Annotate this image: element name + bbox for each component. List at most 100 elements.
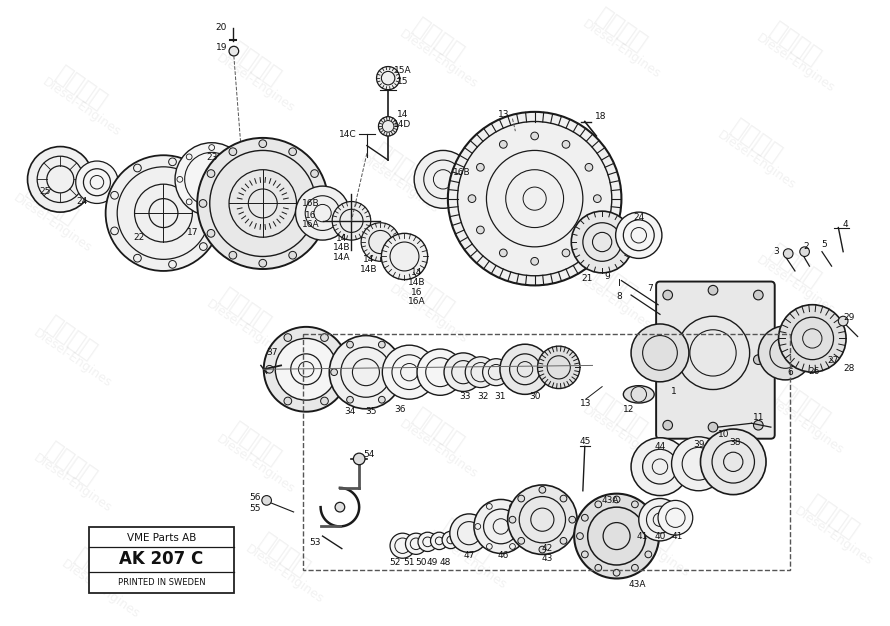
Circle shape: [779, 305, 846, 372]
Text: 13: 13: [498, 110, 510, 120]
Circle shape: [708, 285, 718, 295]
Text: 紫发动力: 紫发动力: [22, 177, 83, 230]
Circle shape: [263, 327, 349, 412]
Text: 7: 7: [647, 284, 653, 293]
Text: 紫发动力: 紫发动力: [553, 120, 613, 172]
Circle shape: [378, 396, 385, 403]
Circle shape: [319, 200, 327, 207]
Circle shape: [394, 369, 401, 376]
Text: 19: 19: [215, 43, 227, 52]
Text: 紫发动力: 紫发动力: [215, 284, 275, 336]
Circle shape: [346, 396, 353, 403]
Text: 紫发动力: 紫发动力: [42, 312, 101, 364]
Text: 8: 8: [617, 292, 622, 300]
Text: Diesel-Engines: Diesel-Engines: [30, 451, 114, 515]
Circle shape: [414, 150, 472, 208]
Text: Diesel-Engines: Diesel-Engines: [40, 75, 123, 139]
Circle shape: [259, 259, 267, 267]
Text: 31: 31: [494, 392, 506, 401]
Circle shape: [754, 421, 763, 430]
Text: 4: 4: [842, 220, 848, 229]
Circle shape: [507, 485, 577, 555]
Circle shape: [499, 140, 507, 148]
Circle shape: [594, 195, 601, 202]
Text: 14B: 14B: [360, 265, 377, 274]
Text: 38: 38: [730, 438, 741, 447]
Circle shape: [265, 366, 273, 373]
Text: 16B: 16B: [452, 168, 470, 177]
Circle shape: [331, 369, 337, 376]
Circle shape: [708, 423, 718, 432]
Circle shape: [658, 500, 692, 535]
Circle shape: [332, 202, 371, 240]
Text: 20: 20: [215, 24, 227, 33]
Circle shape: [106, 155, 222, 271]
Text: 14C: 14C: [339, 130, 356, 138]
Circle shape: [663, 421, 673, 430]
Circle shape: [284, 397, 292, 405]
Circle shape: [431, 532, 448, 550]
Circle shape: [353, 453, 365, 464]
Circle shape: [539, 486, 546, 493]
Circle shape: [613, 496, 620, 503]
Text: 16: 16: [411, 288, 423, 297]
Circle shape: [538, 346, 580, 389]
Text: 13: 13: [580, 399, 592, 409]
Text: Diesel-Engines: Diesel-Engines: [387, 282, 470, 346]
Circle shape: [449, 514, 489, 553]
Circle shape: [616, 212, 662, 259]
Text: 6: 6: [788, 367, 793, 377]
Text: 14A: 14A: [333, 253, 351, 262]
Circle shape: [476, 163, 484, 171]
Circle shape: [562, 249, 570, 257]
Text: 17: 17: [187, 228, 198, 237]
Circle shape: [577, 533, 583, 540]
Circle shape: [262, 496, 271, 505]
Text: 53: 53: [309, 538, 320, 547]
Text: 紫发动力: 紫发动力: [254, 530, 314, 582]
Circle shape: [663, 355, 673, 364]
Text: 37: 37: [267, 349, 279, 357]
Text: 27: 27: [828, 356, 839, 365]
Text: 紫发动力: 紫发动力: [409, 404, 468, 456]
Text: 紫发动力: 紫发动力: [225, 38, 285, 90]
Text: Diesel-Engines: Diesel-Engines: [609, 516, 692, 580]
Text: 25: 25: [39, 187, 51, 197]
Text: 14B: 14B: [409, 278, 425, 287]
Circle shape: [320, 334, 328, 341]
Text: 32: 32: [477, 392, 489, 401]
Text: 紫发动力: 紫发动力: [765, 240, 825, 292]
Text: 41: 41: [672, 531, 683, 541]
Text: 14D: 14D: [393, 120, 412, 129]
Circle shape: [418, 532, 437, 552]
Text: 紫发动力: 紫发动力: [726, 115, 787, 167]
Circle shape: [571, 211, 633, 273]
Text: 21: 21: [581, 274, 593, 283]
Text: 33: 33: [459, 392, 471, 401]
Circle shape: [758, 326, 813, 380]
Text: 16: 16: [305, 210, 317, 220]
Text: 9: 9: [604, 272, 610, 281]
Text: Diesel-Engines: Diesel-Engines: [11, 191, 94, 255]
Circle shape: [339, 366, 346, 373]
Circle shape: [539, 546, 546, 553]
Circle shape: [28, 146, 93, 212]
Circle shape: [199, 200, 206, 207]
Text: 10: 10: [718, 430, 730, 439]
Text: 紫发动力: 紫发动力: [774, 380, 835, 432]
Circle shape: [700, 429, 766, 495]
Text: 5: 5: [821, 240, 827, 249]
Text: 42: 42: [541, 544, 553, 553]
Circle shape: [499, 249, 507, 257]
Text: 52: 52: [389, 558, 400, 567]
Circle shape: [595, 565, 602, 571]
Text: Diesel-Engines: Diesel-Engines: [30, 326, 114, 389]
Text: 41: 41: [637, 531, 648, 541]
Circle shape: [311, 170, 319, 177]
Text: 紫发动力: 紫发动力: [399, 269, 458, 321]
Text: 紫发动力: 紫发动力: [187, 153, 247, 205]
Circle shape: [800, 247, 809, 257]
Text: Diesel-Engines: Diesel-Engines: [763, 393, 846, 457]
Text: Diesel-Engines: Diesel-Engines: [579, 403, 663, 467]
Circle shape: [560, 495, 567, 502]
